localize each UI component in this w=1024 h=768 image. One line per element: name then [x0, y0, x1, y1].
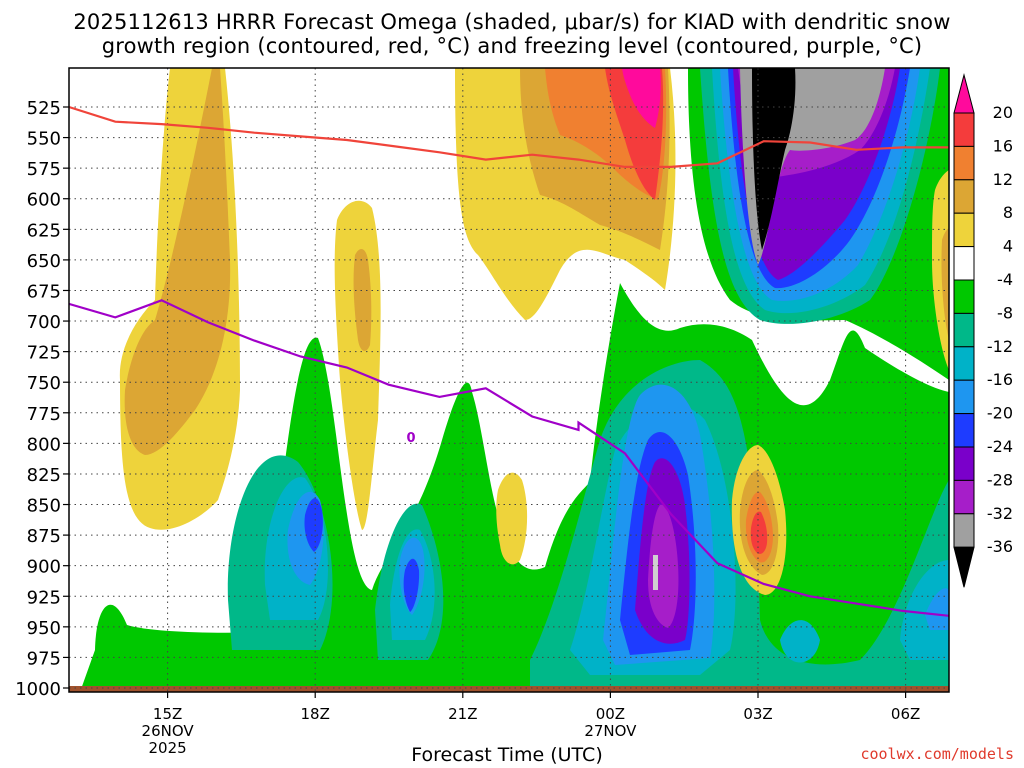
colorbar-label: 20: [993, 103, 1013, 122]
omega-region-neg12: [264, 405, 949, 675]
colorbar-label: -20: [987, 404, 1013, 423]
colorbar-bottom-arrow: [953, 546, 975, 588]
colorbar-label: -12: [987, 337, 1013, 356]
sink-mid-8: [353, 248, 372, 352]
colorbar-label: 8: [1003, 203, 1013, 222]
omega-region-neg32-small: [653, 555, 658, 590]
y-tick-label: 900: [27, 557, 61, 578]
y-tick-label: 575: [27, 159, 61, 180]
colorbar-label: -8: [997, 303, 1013, 322]
y-axis: 525 550 575 600 625 650 675 700 725 750 775 800 825 8…: [15, 98, 69, 700]
colorbar-label: 16: [993, 136, 1013, 155]
sink-top-20: [622, 68, 661, 128]
y-tick-label: 675: [27, 281, 61, 302]
x-tick-sublabel: 27NOV: [584, 722, 637, 740]
sink-right-edge-4: [932, 170, 949, 370]
colorbar-segment: [953, 479, 975, 515]
chart-title-line1: 2025112613 HRRR Forecast Omega (shaded, …: [73, 10, 951, 34]
colorbar-segment: [953, 379, 975, 415]
y-tick-label: 725: [27, 343, 61, 364]
y-tick-label: 775: [27, 404, 61, 425]
y-tick-label: 550: [27, 129, 61, 150]
y-tick-label: 875: [27, 526, 61, 547]
sink-right-edge-8: [941, 228, 949, 340]
plot-frame: [68, 67, 950, 693]
y-tick-label: 975: [27, 648, 61, 669]
x-tick-sublabel: 26NOV: [142, 722, 195, 740]
colorbar-segment: [953, 279, 975, 314]
sink-low-16: [750, 511, 768, 554]
x-tick-label: 18Z: [301, 705, 330, 723]
colorbar-segment: [953, 179, 975, 214]
colorbar-segment: [953, 312, 975, 348]
sink-mid2-4: [496, 472, 528, 565]
colorbar-segment: [953, 112, 975, 147]
freezing-level-contour-purple: [69, 299, 949, 617]
colorbar-segment: [953, 513, 975, 548]
colorbar-label: -24: [987, 437, 1013, 456]
upper-right-neg36: [752, 68, 796, 250]
x-tick-sublabel: 2025: [149, 739, 187, 757]
y-tick-label: 700: [27, 312, 61, 333]
y-tick-label: 1000: [15, 679, 61, 700]
omega-region-neg16: [287, 384, 949, 665]
colorbar-segment: [953, 246, 975, 281]
colorbar-label: -16: [987, 370, 1013, 389]
x-axis-label: Forecast Time (UTC): [411, 744, 603, 766]
y-tick-label: 950: [27, 618, 61, 639]
y-tick-label: 825: [27, 465, 61, 486]
x-tick-label: 15Z: [153, 705, 182, 723]
ground-bar: [69, 686, 949, 692]
y-tick-label: 750: [27, 373, 61, 394]
x-tick-label: 21Z: [448, 705, 477, 723]
chart-title-line2: growth region (contoured, red, °C) and f…: [101, 34, 923, 58]
omega-region-neg28: [648, 504, 679, 628]
y-tick-label: 800: [27, 434, 61, 455]
y-tick-label: 625: [27, 220, 61, 241]
y-tick-label: 650: [27, 251, 61, 272]
colorbar-segment: [953, 413, 975, 448]
x-tick-label: 03Z: [743, 705, 772, 723]
dendritic-growth-contour-red: [69, 105, 949, 168]
colorbar-segment: [953, 212, 975, 248]
colorbar-top-arrow: [953, 73, 975, 114]
colorbar-segment: [953, 346, 975, 381]
sink-left-8: [124, 68, 231, 455]
colorbar-segment: [953, 446, 975, 481]
colorbar-label: -32: [987, 504, 1013, 523]
credit-link[interactable]: coolwx.com/models: [860, 745, 1014, 763]
y-tick-label: 600: [27, 190, 61, 211]
x-tick-label: 00Z: [596, 705, 625, 723]
colorbar: 20 16 12 8 4 -4 -8 -12 -16 -20 -24 -28 -32 -36: [953, 73, 1013, 588]
y-tick-label: 925: [27, 587, 61, 608]
colorbar-label: 12: [993, 170, 1013, 189]
freezing-level-label: 0: [406, 431, 415, 446]
colorbar-label: -4: [997, 270, 1013, 289]
y-tick-label: 850: [27, 496, 61, 517]
colorbar-segment: [953, 145, 975, 181]
colorbar-label: 4: [1003, 237, 1013, 256]
colorbar-label: -28: [987, 470, 1013, 489]
y-tick-label: 525: [27, 98, 61, 119]
x-tick-label: 06Z: [891, 705, 920, 723]
omega-shading: [69, 68, 949, 692]
gridlines: [69, 68, 949, 692]
colorbar-label: -36: [987, 537, 1013, 556]
